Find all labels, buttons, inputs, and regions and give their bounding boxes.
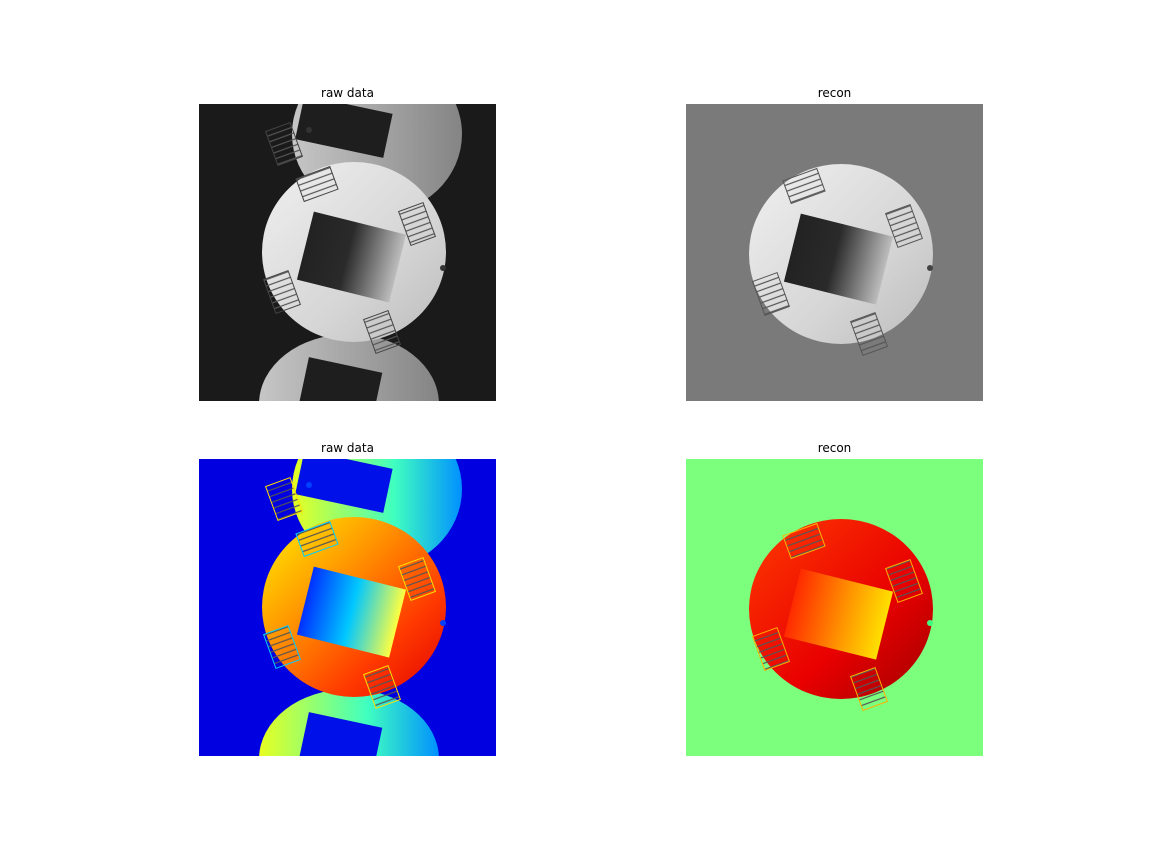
raw-data-jet-image: [199, 459, 496, 756]
panel-title: recon: [817, 86, 852, 100]
raw-data-gray-image: [199, 104, 496, 401]
recon-gray-image: [686, 104, 983, 401]
panel-title: raw data: [321, 441, 374, 455]
recon-jet-image: [686, 459, 983, 756]
panel-title: raw data: [321, 86, 374, 100]
panel-title: recon: [817, 441, 852, 455]
